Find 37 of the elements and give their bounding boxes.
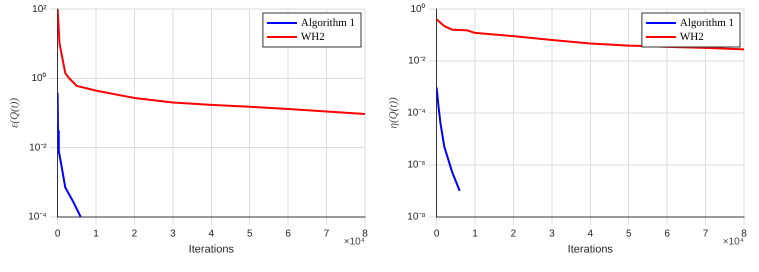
x-tick-label: 8	[741, 228, 748, 240]
x-tick-label: 3	[170, 228, 176, 240]
x-tick-label: 0	[434, 228, 440, 240]
x-tick-label: 6	[285, 228, 292, 240]
x-tick-label: 6	[664, 228, 670, 240]
x-tick-label: 5	[246, 228, 253, 240]
x-tick-label: 8	[362, 228, 368, 240]
y-tick-label: 10⁻²	[29, 142, 48, 154]
y-axis-title: ε(Q(t))	[8, 98, 20, 128]
x-axis-title: Iterations	[568, 243, 614, 256]
y-tick-label: 10⁰	[31, 72, 47, 84]
legend-label: WH2	[680, 30, 704, 43]
y-tick-label: 10⁻⁴	[407, 108, 426, 119]
legend-label: Algorithm 1	[300, 16, 356, 29]
y-tick-label: 10⁻⁸	[407, 212, 426, 223]
x-tick-label: 4	[208, 228, 215, 240]
x-tick-label: 4	[588, 228, 594, 240]
y-tick-label: 10⁻²	[408, 56, 426, 67]
legend-label: WH2	[300, 30, 325, 43]
x-axis-title: Iterations	[188, 243, 234, 256]
text: ×10⁴	[722, 236, 744, 248]
y-tick-label: 10⁻⁴	[28, 212, 47, 223]
x-tick-label: 3	[549, 228, 556, 240]
y-tick-label: 10²	[32, 4, 48, 15]
y-tick-label: 10⁻⁶	[407, 160, 426, 171]
x-tick-label: 1	[93, 228, 100, 240]
x-tick-label: 7	[324, 228, 330, 240]
x-tick-label: 5	[626, 228, 632, 240]
x-tick-label: 2	[132, 228, 138, 240]
x-tick-label: 1	[472, 228, 478, 240]
legend-label: Algorithm 1	[680, 16, 734, 29]
y-axis-title: η(Q(t))	[387, 97, 400, 128]
x-tick-label: 7	[702, 228, 709, 240]
x-tick-label: 0	[54, 228, 61, 240]
x-tick-label: 2	[510, 228, 517, 240]
y-tick-label: 10⁰	[410, 2, 426, 15]
text: ×10⁴	[344, 236, 365, 248]
